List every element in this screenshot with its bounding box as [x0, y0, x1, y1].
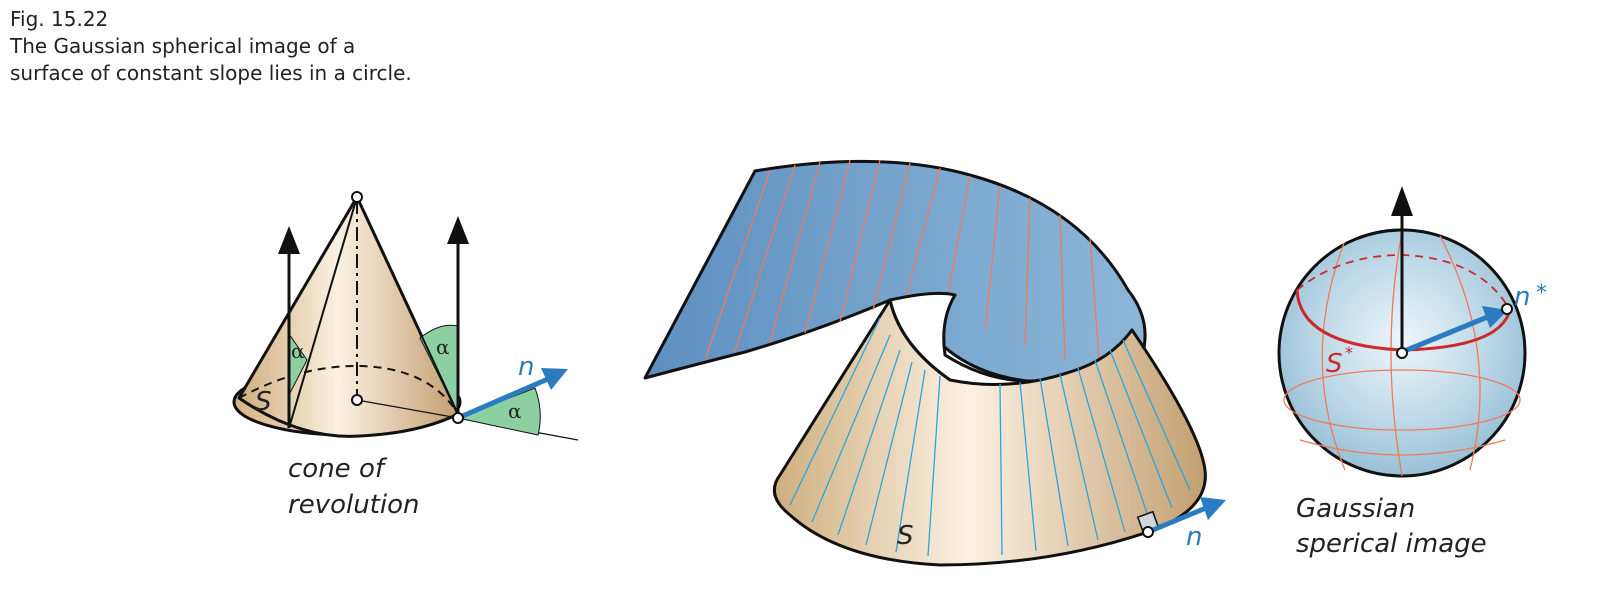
- cone-base-hidden-edge: [238, 364, 459, 415]
- caption-line-1: The Gaussian spherical image of a: [10, 34, 356, 58]
- cyan-rulings: [789, 317, 1191, 557]
- cone-figure: S α α α n cone of revolution: [232, 191, 579, 520]
- normal-arrow-cone: [457, 376, 549, 421]
- surface-label-n: n: [1186, 522, 1202, 552]
- figure-caption: Fig. 15.22 The Gaussian spherical image …: [10, 6, 412, 87]
- orange-rulings: [704, 159, 1101, 373]
- sphere-normal-arrowhead: [1482, 306, 1508, 328]
- alpha-label-normal: α: [508, 399, 522, 423]
- surface-contact-point: [1142, 526, 1154, 538]
- apex-point: [351, 191, 363, 203]
- arrowhead-left: [278, 226, 300, 254]
- center-point: [351, 394, 363, 406]
- cone-caption-line-1: cone of: [288, 454, 388, 484]
- caption-line-2: surface of constant slope lies in a circ…: [10, 61, 412, 85]
- arrowhead-right: [447, 216, 469, 244]
- sphere-grid: [1283, 231, 1521, 477]
- normal-arrow-surface: [1147, 505, 1207, 535]
- sphere-caption-line-1: Gaussian: [1296, 494, 1415, 524]
- gaussian-sphere: S * n * Gaussian sperical image: [1277, 186, 1547, 559]
- sphere-normal-arrow: [1401, 313, 1491, 355]
- normal-arrowhead-cone: [541, 368, 568, 390]
- cone-radius: [356, 399, 459, 419]
- sphere-label-n: n: [1514, 282, 1530, 312]
- normal-arrowhead-surface: [1200, 497, 1226, 520]
- alpha-label-left: α: [291, 339, 305, 363]
- sphere-label-n-star: *: [1536, 281, 1547, 306]
- sphere-label-star: *: [1345, 343, 1353, 362]
- sphere-normal-point: [1501, 303, 1513, 315]
- constant-slope-surface: S n: [643, 159, 1226, 567]
- alpha-sector-normal: [456, 387, 541, 436]
- cone-label-n: n: [518, 352, 534, 382]
- sphere-caption-line-2: sperical image: [1296, 529, 1487, 559]
- figure-number: Fig. 15.22: [10, 7, 109, 31]
- contact-point: [452, 412, 464, 424]
- cone-label-s: S: [255, 387, 272, 417]
- alpha-label-right: α: [436, 335, 450, 359]
- cone-generator-left: [288, 196, 358, 429]
- cone-caption-line-2: revolution: [288, 490, 420, 520]
- sphere-label-s: S: [1326, 349, 1343, 379]
- surface-label-s: S: [897, 521, 914, 551]
- sphere-center-point: [1396, 347, 1408, 359]
- cone-generator-right: [356, 196, 459, 415]
- cone-body: [237, 195, 460, 438]
- sphere-arrowhead: [1391, 186, 1413, 216]
